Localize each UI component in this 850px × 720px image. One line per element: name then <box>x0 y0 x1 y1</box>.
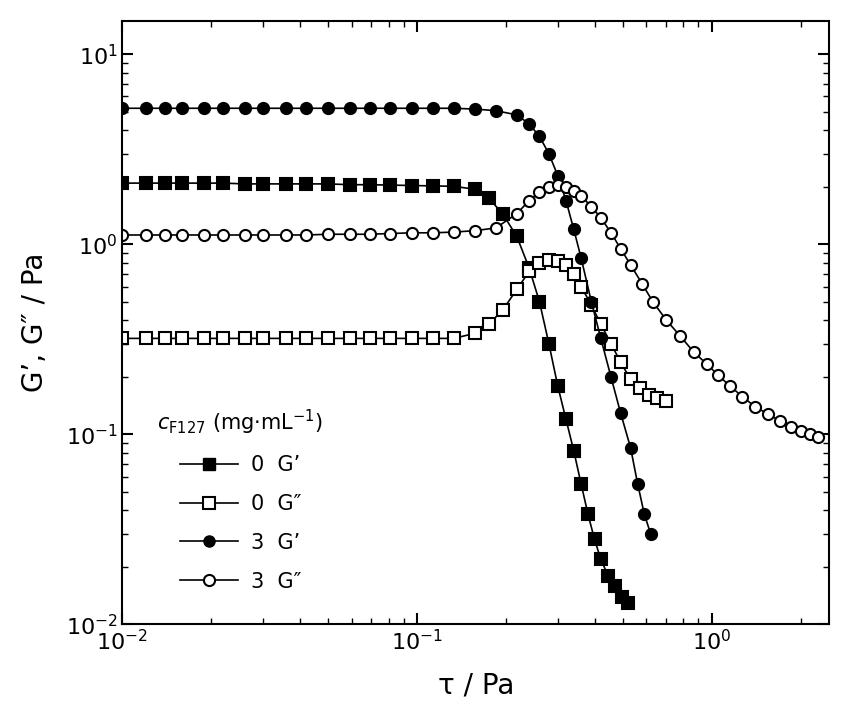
X-axis label: τ / Pa: τ / Pa <box>438 671 514 699</box>
Legend: 0  G’, 0  G″, 3  G’, 3  G″: 0 G’, 0 G″, 3 G’, 3 G″ <box>147 397 334 602</box>
Y-axis label: G’, G″ / Pa: G’, G″ / Pa <box>21 253 48 392</box>
